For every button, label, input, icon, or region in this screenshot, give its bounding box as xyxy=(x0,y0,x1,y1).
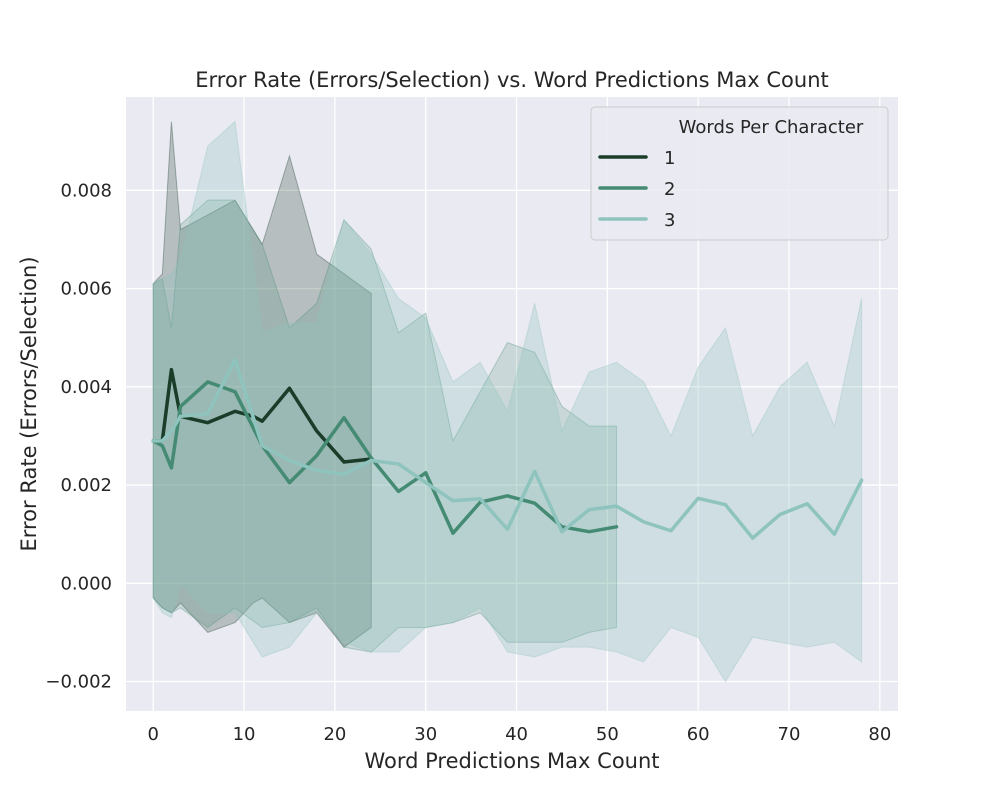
legend-label-1: 1 xyxy=(664,148,675,169)
chart-title: Error Rate (Errors/Selection) vs. Word P… xyxy=(195,68,829,92)
series-2-line xyxy=(151,380,619,535)
series-3-line xyxy=(151,358,864,540)
x-tick-label: 70 xyxy=(778,724,801,745)
x-tick-label: 10 xyxy=(233,724,256,745)
x-tick-label: 50 xyxy=(596,724,619,745)
x-axis-label: Word Predictions Max Count xyxy=(364,749,659,773)
x-tick-label: 60 xyxy=(687,724,710,745)
y-tick-label: 0.008 xyxy=(60,180,112,201)
series-2-ci-band xyxy=(152,199,617,653)
x-tick-label: 0 xyxy=(148,724,159,745)
y-tick-labels: −0.002 0.000 0.002 0.004 0.006 0.008 xyxy=(45,180,112,692)
x-tick-label: 30 xyxy=(414,724,437,745)
legend-label-2: 2 xyxy=(664,179,675,200)
legend: Words Per Character 1 2 3 xyxy=(590,106,889,241)
x-tick-labels: 0 10 20 30 40 50 60 70 80 xyxy=(148,724,892,745)
series-3-ci-band xyxy=(152,120,863,683)
y-tick-label: 0.002 xyxy=(60,475,112,496)
y-axis-label: Error Rate (Errors/Selection) xyxy=(17,256,41,551)
x-tick-label: 20 xyxy=(323,724,346,745)
y-tick-label: 0.004 xyxy=(60,377,112,398)
y-tick-label: −0.002 xyxy=(45,672,112,693)
legend-box xyxy=(590,106,889,241)
legend-label-3: 3 xyxy=(664,210,675,231)
series-1-ci-band xyxy=(152,121,372,648)
y-tick-label: 0.000 xyxy=(60,573,112,594)
series-lines xyxy=(151,358,864,540)
x-tick-label: 40 xyxy=(505,724,528,745)
confidence-bands xyxy=(152,120,863,683)
legend-title: Words Per Character xyxy=(679,117,864,138)
series-1-line xyxy=(151,367,373,464)
y-tick-label: 0.006 xyxy=(60,279,112,300)
x-tick-label: 80 xyxy=(868,724,891,745)
